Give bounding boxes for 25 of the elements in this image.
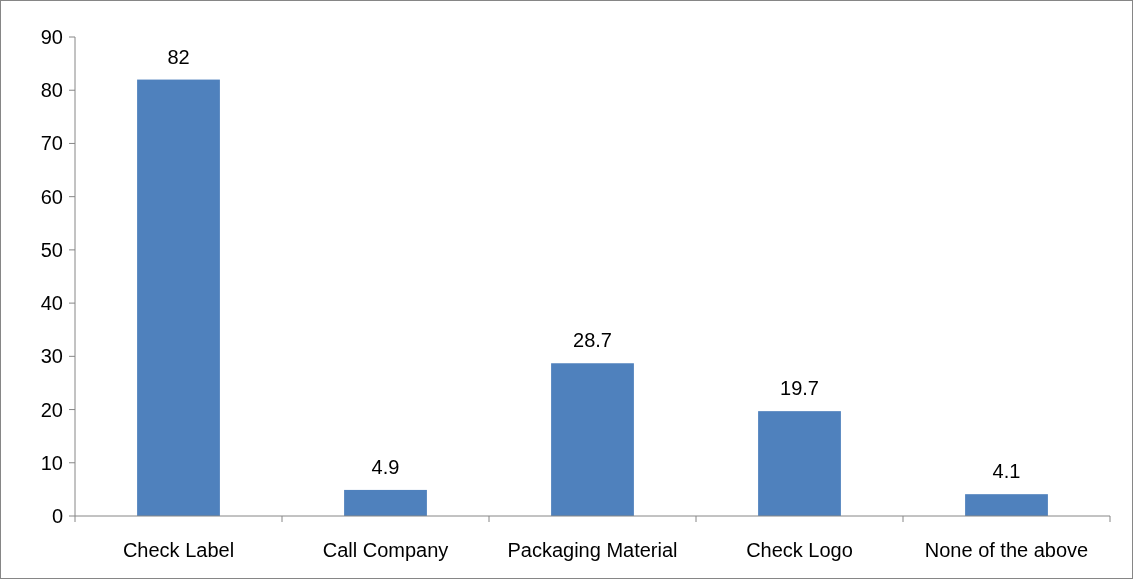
x-tick-label: Call Company [322,539,449,561]
data-label: 28.7 [573,329,612,352]
bar [551,363,634,516]
y-tick-label: 40 [40,292,63,315]
y-tick-label: 80 [40,79,63,102]
data-label: 4.1 [992,460,1021,483]
y-tick-label: 30 [40,345,63,368]
x-tick-label: None of the above [924,539,1089,561]
x-tick-label: Check Label [122,539,235,561]
bar [965,494,1048,516]
y-tick-label: 70 [40,132,63,155]
data-label: 4.9 [371,455,400,478]
bar [758,411,841,516]
bar [137,79,220,516]
y-tick-label: 60 [40,185,63,208]
bar [344,489,427,516]
x-tick-label: Check Logo [746,539,853,561]
y-tick-label: 90 [40,26,63,48]
y-tick-label: 0 [51,505,63,527]
data-label: 19.7 [780,377,819,400]
x-tick-label: Packaging Material [507,539,678,561]
y-tick-label: 50 [40,238,63,261]
data-label: 82 [167,45,190,68]
y-tick-label: 10 [40,451,63,474]
y-tick-label: 20 [40,398,63,421]
